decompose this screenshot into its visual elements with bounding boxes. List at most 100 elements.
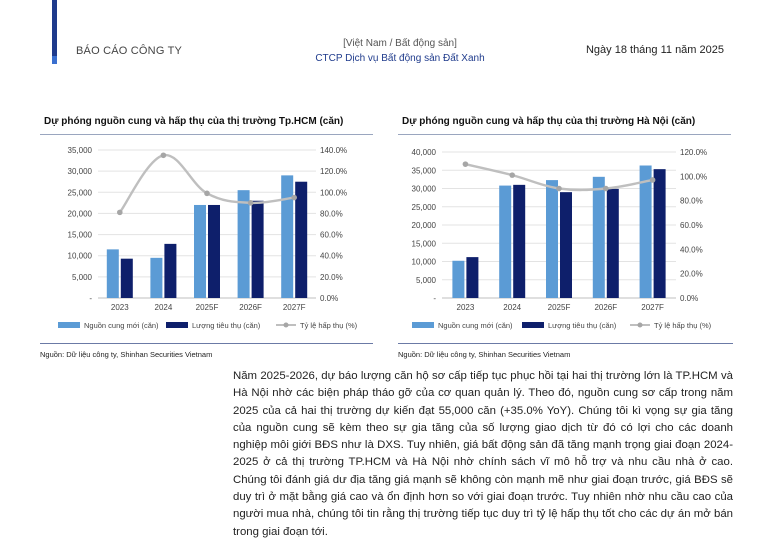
y2-tick-label: 40.0%: [680, 245, 703, 254]
y-tick-label: 40,000: [412, 148, 437, 157]
legend-label-absorption: Lượng tiêu thụ (căn): [548, 321, 617, 330]
y2-tick-label: 20.0%: [680, 270, 703, 279]
sector-label: [Việt Nam / Bất động sản]: [343, 38, 457, 49]
x-tick-label: 2024: [503, 303, 521, 312]
y2-tick-label: 0.0%: [680, 294, 698, 303]
hcm-source: Nguồn: Dữ liệu công ty, Shinhan Securiti…: [40, 350, 213, 359]
legend-label-absorption: Lượng tiêu thụ (căn): [192, 321, 261, 330]
legend-label-rate: Tỷ lệ hấp thụ (%): [300, 321, 358, 330]
header-accent-bar: [52, 0, 57, 56]
bar-supply: [499, 185, 512, 298]
legend-swatch-supply: [412, 322, 434, 328]
y-tick-label: 30,000: [68, 167, 93, 176]
rate-point: [509, 172, 515, 178]
hn-chart: 40,000 35,000 30,000 25,000 20,000 15,000 10,0…: [412, 148, 712, 330]
hn-title-rule: [398, 134, 731, 135]
bar-absorption: [120, 258, 133, 298]
bar-absorption: [466, 257, 479, 298]
x-tick-label: 2026F: [594, 303, 617, 312]
hcm-chart-title: Dự phóng nguồn cung và hấp thụ của thị t…: [44, 116, 344, 127]
y2-tick-label: 60.0%: [680, 221, 703, 230]
header-accent-bar-lower: [52, 56, 57, 64]
bar-supply: [452, 260, 465, 298]
report-type: BÁO CÁO CÔNG TY: [76, 45, 183, 57]
bar-absorption: [208, 204, 220, 298]
y-tick-label: 15,000: [68, 231, 93, 240]
rate-point: [603, 185, 609, 192]
y2-tick-label: 20.0%: [320, 273, 343, 282]
header-center: [Việt Nam / Bất động sản] CTCP Dịch vụ B…: [300, 36, 500, 66]
y-tick-label: 30,000: [412, 185, 437, 194]
x-tick-label: 2026F: [239, 303, 262, 312]
legend-swatch-absorption: [522, 322, 544, 328]
rate-point: [204, 190, 210, 197]
legend-point-rate: [283, 322, 289, 328]
bar-supply: [546, 180, 558, 298]
legend-label-supply: Nguồn cung mới (căn): [84, 321, 159, 330]
rate-point: [160, 152, 167, 159]
company-name: CTCP Dịch vụ Bất động sản Đất Xanh: [315, 53, 485, 64]
hcm-bottom-rule: [40, 343, 373, 344]
x-tick-label: 2024: [155, 303, 173, 312]
bar-absorption: [513, 184, 526, 298]
bar-absorption: [560, 192, 572, 298]
bar-absorption: [251, 200, 264, 298]
hn-bottom-rule: [398, 343, 733, 344]
x-tick-label: 2027F: [283, 303, 306, 312]
bar-supply: [150, 257, 163, 298]
rate-point: [117, 209, 123, 216]
y2-tick-label: 40.0%: [320, 252, 343, 261]
rate-point: [247, 200, 254, 206]
hn-source: Nguồn: Dữ liệu công ty, Shinhan Securiti…: [398, 350, 571, 359]
y-tick-label: 35,000: [68, 146, 93, 155]
bar-absorption: [606, 188, 619, 298]
bar-supply: [281, 175, 294, 298]
y2-tick-label: 120.0%: [320, 167, 347, 176]
hcm-title-rule: [40, 134, 373, 135]
hcm-chart: 35,000 30,000 25,000 20,000 15,000 10,000 5,00…: [58, 146, 358, 330]
y-tick-label: 10,000: [412, 258, 437, 267]
legend-label-supply: Nguồn cung mới (căn): [438, 321, 513, 330]
hn-chart-title: Dự phóng nguồn cung và hấp thụ của thị t…: [402, 116, 696, 127]
y-tick-label: 15,000: [412, 239, 437, 248]
rate-point: [462, 161, 469, 167]
y2-tick-label: 100.0%: [320, 188, 347, 197]
legend-point-rate: [637, 322, 643, 328]
y-tick-label: 20,000: [412, 221, 437, 230]
y-tick-label: 10,000: [68, 252, 93, 261]
bar-absorption: [295, 181, 308, 298]
bar-absorption: [164, 243, 177, 298]
legend-swatch-supply: [58, 322, 80, 328]
y2-tick-label: 60.0%: [320, 231, 343, 240]
y2-tick-label: 80.0%: [680, 197, 703, 206]
legend-swatch-absorption: [166, 322, 188, 328]
x-tick-label: 2023: [111, 303, 129, 312]
bar-supply: [194, 204, 206, 298]
bar-supply: [639, 165, 652, 298]
x-tick-label: 2025F: [548, 303, 571, 312]
rate-line: [118, 154, 295, 214]
y-tick-label: 5,000: [72, 273, 93, 282]
y2-tick-label: 120.0%: [680, 148, 707, 157]
y-tick-label: 20,000: [68, 209, 93, 218]
y-tick-label: 25,000: [68, 188, 93, 197]
y2-tick-label: 100.0%: [680, 172, 707, 181]
y2-tick-label: 0.0%: [320, 294, 338, 303]
x-tick-label: 2023: [457, 303, 475, 312]
y-tick-label: 25,000: [412, 203, 437, 212]
rate-point: [556, 185, 562, 192]
rate-point: [291, 194, 297, 201]
y-tick-label: -: [89, 294, 92, 303]
y2-tick-label: 140.0%: [320, 146, 347, 155]
report-date: Ngày 18 tháng 11 năm 2025: [585, 44, 724, 56]
x-tick-label: 2025F: [196, 303, 219, 312]
bar-absorption: [653, 169, 666, 298]
y-tick-label: 5,000: [416, 276, 437, 285]
bar-supply: [237, 190, 250, 298]
y-tick-label: 35,000: [412, 166, 437, 175]
bar-supply: [592, 176, 605, 298]
legend-label-rate: Tỷ lệ hấp thụ (%): [654, 321, 712, 330]
bar-supply: [106, 249, 119, 298]
y2-tick-label: 80.0%: [320, 209, 343, 218]
y-tick-label: -: [433, 294, 436, 303]
